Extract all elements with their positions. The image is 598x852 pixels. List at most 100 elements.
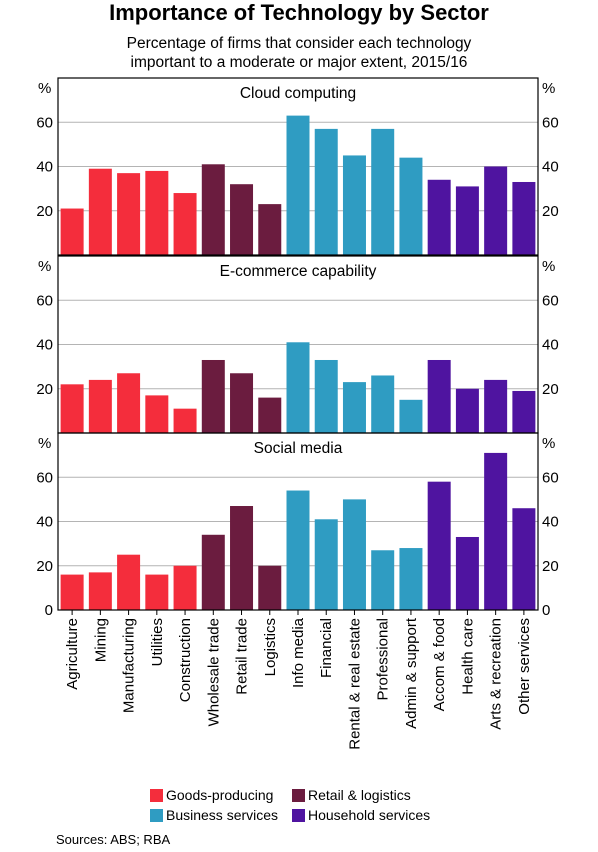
y-tick-label-right: 20 <box>542 203 559 220</box>
x-tick-label: Utilities <box>149 618 166 666</box>
bar <box>399 157 423 255</box>
legend-swatch <box>292 809 305 822</box>
bar <box>427 359 451 433</box>
legend-swatch <box>292 789 305 802</box>
y-tick-label-left: 20 <box>36 381 53 398</box>
panel-title: Social media <box>254 440 343 457</box>
y-tick-label-right: 60 <box>542 114 559 131</box>
legend-item: Goods-producing <box>150 786 273 804</box>
legend-item: Household services <box>292 806 430 824</box>
bar <box>455 536 479 610</box>
y-tick-label-right: 20 <box>542 381 559 398</box>
bar <box>258 397 282 433</box>
bar <box>371 550 395 610</box>
bar <box>371 128 395 255</box>
bar <box>484 379 508 433</box>
bar <box>88 572 112 610</box>
x-tick-label: Wholesale trade <box>205 618 222 726</box>
legend-label: Goods-producing <box>166 787 274 803</box>
x-tick-label: Agriculture <box>64 618 81 690</box>
x-tick-label: Manufacturing <box>121 618 138 713</box>
bar <box>201 534 225 610</box>
x-tick-label: Professional <box>375 618 392 701</box>
bar <box>117 173 141 255</box>
bar <box>427 481 451 610</box>
x-tick-label: Other services <box>516 618 533 715</box>
bar <box>230 184 254 255</box>
y-tick-label-left: 40 <box>36 514 53 531</box>
y-tick-label-right: 0 <box>542 602 550 619</box>
bar <box>60 574 84 610</box>
bar <box>314 359 338 433</box>
bar <box>342 382 366 433</box>
bar <box>455 186 479 255</box>
unit-label-left: % <box>38 435 51 452</box>
sources-note: Sources: ABS; RBA <box>56 832 171 847</box>
chart-title: Importance of Technology by Sector <box>109 0 489 25</box>
x-tick-label: Construction <box>177 618 194 702</box>
legend-swatch <box>150 809 163 822</box>
bar <box>286 342 310 433</box>
y-tick-label-left: 60 <box>36 292 53 309</box>
bar <box>286 490 310 610</box>
bar <box>427 179 451 255</box>
x-tick-label: Financial <box>318 618 335 678</box>
bar <box>173 408 197 433</box>
bar <box>145 170 169 255</box>
y-tick-label-left: 20 <box>36 558 53 575</box>
bar <box>399 399 423 433</box>
unit-label-left: % <box>38 80 51 97</box>
bar <box>342 499 366 610</box>
y-tick-label-left: 60 <box>36 469 53 486</box>
legend-label: Retail & logistics <box>308 787 411 803</box>
chart-subtitle: Percentage of firms that consider each t… <box>126 35 472 71</box>
y-tick-label-right: 20 <box>542 558 559 575</box>
y-tick-label-left: 60 <box>36 114 53 131</box>
bar <box>60 384 84 433</box>
legend-swatch <box>150 789 163 802</box>
bar <box>342 155 366 255</box>
bar <box>258 565 282 610</box>
x-tick-label: Retail trade <box>234 618 251 695</box>
y-tick-label-right: 60 <box>542 469 559 486</box>
bar <box>484 452 508 610</box>
y-tick-label-left: 40 <box>36 337 53 354</box>
y-tick-label-right: 40 <box>542 337 559 354</box>
y-tick-label-left: 20 <box>36 203 53 220</box>
bar <box>117 373 141 433</box>
x-tick-label: Arts & recreation <box>488 618 505 730</box>
bar <box>173 565 197 610</box>
x-tick-label: Admin & support <box>403 617 420 729</box>
y-tick-label-right: 40 <box>542 514 559 531</box>
bar <box>512 390 536 433</box>
bar <box>173 193 197 255</box>
bar <box>314 519 338 610</box>
unit-label-right: % <box>542 435 555 452</box>
bar <box>512 508 536 610</box>
bar <box>314 128 338 255</box>
bar <box>371 375 395 433</box>
unit-label-right: % <box>542 80 555 97</box>
bar <box>399 548 423 610</box>
x-tick-label: Rental & real estate <box>346 618 363 750</box>
bar <box>512 181 536 255</box>
bar <box>286 115 310 255</box>
bar <box>201 164 225 255</box>
bar <box>230 506 254 610</box>
x-tick-label: Accom & food <box>431 618 448 711</box>
legend-label: Business services <box>166 807 279 823</box>
legend-item: Retail & logistics <box>292 786 411 804</box>
bar <box>145 395 169 433</box>
panel-title: E-commerce capability <box>220 263 377 280</box>
bar-chart: Cloud computing% % 20 20 40 40 60 60 E-commerce … <box>36 77 559 750</box>
bar <box>88 168 112 255</box>
legend-item: Business services <box>150 806 278 824</box>
y-tick-label-right: 40 <box>542 159 559 176</box>
unit-label-left: % <box>38 258 51 275</box>
y-tick-label-left: 40 <box>36 159 53 176</box>
bar <box>484 166 508 255</box>
x-tick-label: Health care <box>459 618 476 695</box>
y-tick-label-right: 60 <box>542 292 559 309</box>
bar <box>88 379 112 433</box>
panel-title: Cloud computing <box>240 85 356 102</box>
